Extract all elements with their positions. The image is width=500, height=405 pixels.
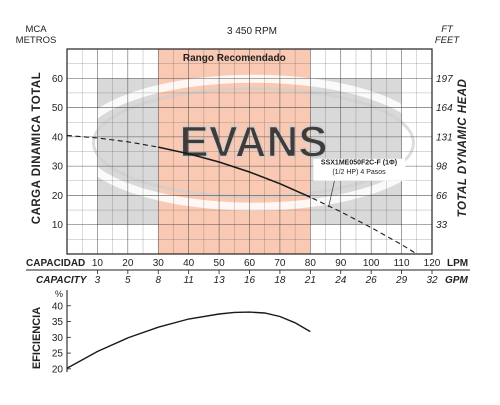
capacity-lpm-tick-label: 90: [335, 258, 347, 269]
watermark-text: EVANS: [179, 118, 327, 167]
recommended-range-label: Rango Recomendado: [183, 53, 286, 64]
chart-title: 3 450 RPM: [227, 26, 277, 37]
capacity-gpm-tick-label: 3: [95, 275, 101, 286]
y-axis-title-left: CARGA DINAMICA TOTAL: [31, 72, 43, 224]
y-tick-label-right: 66: [436, 191, 448, 202]
capacity-lpm-tick-label: 50: [214, 258, 226, 269]
left-unit-bottom: METROS: [16, 35, 57, 46]
watermark-ring-inner: [92, 87, 415, 199]
y-tick-label-right: 131: [436, 132, 453, 143]
head-curve-solid: [158, 146, 311, 198]
efficiency-tick-label: 30: [52, 333, 64, 344]
annotation-box: [313, 158, 406, 181]
efficiency-tick-label: 25: [52, 349, 64, 360]
capacity-lpm-tick-label: 40: [183, 258, 195, 269]
capacity-gpm-tick-label: 32: [426, 275, 438, 286]
y-tick-label-right: 164: [436, 103, 453, 114]
efficiency-unit: %: [55, 289, 63, 299]
y-tick-label: 20: [52, 191, 64, 202]
capacity-lpm-tick-label: 80: [305, 258, 317, 269]
capacity-lpm-tick-label: 30: [153, 258, 165, 269]
capacity-gpm-unit: GPM: [445, 275, 468, 286]
efficiency-tick-label: 20: [52, 364, 64, 375]
watermark-ring-outer: [74, 74, 433, 211]
head-curve-plot: EVANS Rango Recomendado 10 33 20 66 30 98 40 131 5…: [52, 48, 453, 255]
y-tick-label-right: 33: [436, 220, 448, 231]
capacity-lpm-tick-label: 100: [363, 258, 380, 269]
capacity-lpm-tick-label: 10: [92, 258, 104, 269]
capacity-lpm-unit: LPM: [447, 258, 468, 269]
annotation-model: SSX1ME050F2C-F (1Φ): [321, 159, 397, 166]
y-tick-label-right: 98: [436, 162, 448, 173]
capacity-axes: 10 3 20 5 30 8 40 11 50 13 60 16 70 18 80 21 90 24 100 26 11…: [26, 258, 470, 286]
head-curve-dashed: [66, 134, 418, 255]
y-axis-title-right: TOTAL DYNAMIC HEAD: [457, 79, 469, 218]
capacity-gpm-label: CAPACITY: [36, 275, 88, 286]
efficiency-axis-title: EFICIENCIA: [31, 307, 43, 369]
capacity-gpm-tick-label: 8: [155, 275, 161, 286]
capacity-gpm-tick-label: 21: [304, 275, 316, 286]
capacity-gpm-tick-label: 13: [214, 275, 226, 286]
capacity-gpm-tick-label: 11: [183, 275, 193, 286]
capacity-gpm-tick-label: 18: [274, 275, 286, 286]
efficiency-curve-plot: 20 25 30 35 40: [52, 290, 311, 375]
capacity-gpm-tick-label: 16: [244, 275, 256, 286]
y-tick-label: 10: [52, 220, 64, 231]
plot-frame: [66, 48, 433, 255]
capacity-gpm-tick-label: 5: [125, 275, 131, 286]
capacity-lpm-tick-label: 20: [122, 258, 134, 269]
efficiency-tick-label: 40: [52, 301, 64, 312]
y-tick-label: 30: [52, 162, 64, 173]
capacity-gpm-tick-label: 26: [365, 275, 378, 286]
efficiency-tick-label: 35: [52, 317, 64, 328]
y-tick-label-right: 197: [436, 74, 453, 85]
capacity-lpm-tick-label: 60: [244, 258, 256, 269]
capacity-lpm-tick-label: 120: [424, 258, 441, 269]
y-tick-label: 60: [52, 74, 64, 85]
capacity-lpm-tick-label: 110: [394, 258, 410, 269]
capacity-lpm-label: CAPACIDAD: [26, 258, 85, 269]
capacity-lpm-tick-label: 70: [274, 258, 286, 269]
capacity-gpm-tick-label: 24: [334, 275, 347, 286]
efficiency-curve: [66, 311, 311, 369]
annotation-detail: (1/2 HP) 4 Pasos: [332, 169, 386, 176]
y-tick-label: 50: [52, 103, 64, 114]
y-tick-label: 40: [52, 132, 64, 143]
left-unit-top: MCA: [25, 24, 47, 35]
capacity-gpm-tick-label: 29: [395, 275, 408, 286]
right-unit-bottom: FEET: [435, 35, 460, 46]
right-unit-top: FT: [441, 24, 454, 35]
